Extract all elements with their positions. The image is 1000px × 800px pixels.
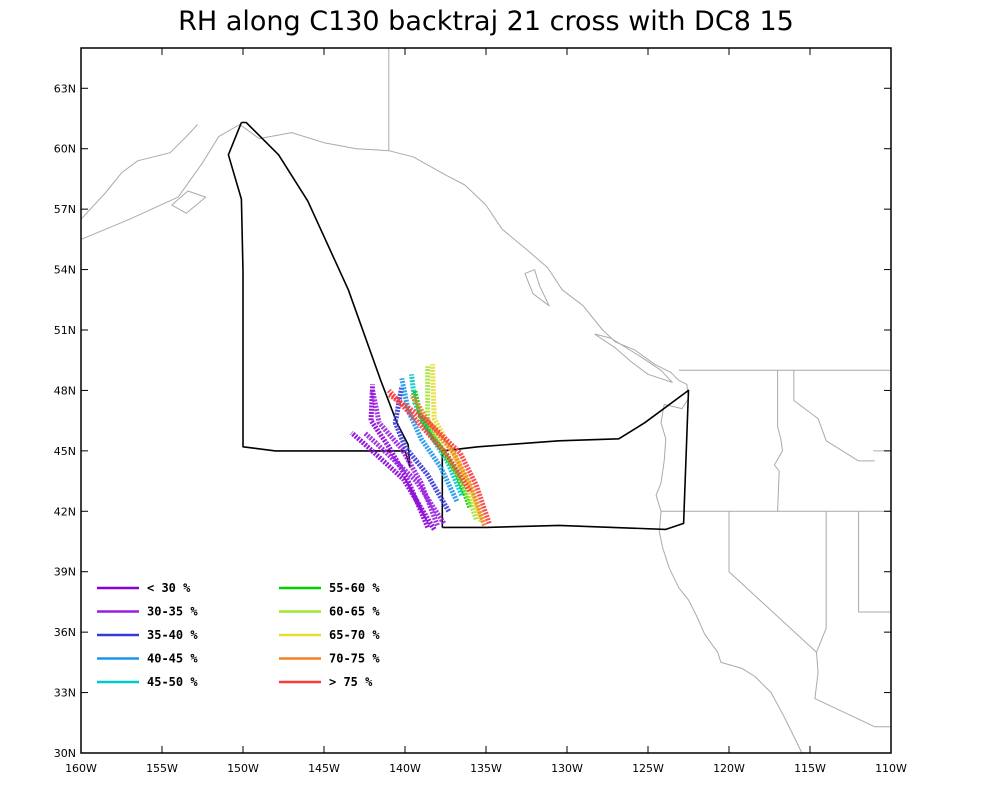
coastline [80,124,198,220]
y-tick-label: 63N [54,82,76,95]
flight-track [441,389,690,531]
trajectory-line [399,377,460,503]
coastline [816,511,827,653]
y-tick-label: 51N [54,324,76,337]
x-tick-label: 130W [551,762,583,775]
coastline [594,333,673,383]
legend-label: > 75 % [329,675,373,689]
x-tick-label: 155W [146,762,178,775]
legend-label: 60-65 % [329,605,380,619]
x-tick-label: 115W [794,762,826,775]
legend-label: 35-40 % [147,628,198,642]
flight-tracks [227,121,690,531]
x-tick-label: 150W [227,762,259,775]
y-tick-label: 30N [54,747,76,760]
trajectory-line [362,430,446,525]
trajectory-line [370,389,440,527]
trajectory-line [368,384,431,529]
x-tick-label: 145W [308,762,340,775]
y-tick-label: 45N [54,445,76,458]
y-tick-label: 54N [54,264,76,277]
y-tick-label: 48N [54,384,76,397]
trajectory-layer [349,364,492,531]
trajectory-line [409,393,487,527]
trajectory-line [349,430,437,531]
coastline [793,370,875,462]
flight-track [227,121,411,468]
legend-label: 30-35 % [147,605,198,619]
x-tick-label: 120W [713,762,745,775]
coastline [728,511,891,728]
x-tick-label: 140W [389,762,421,775]
legend: < 30 % 30-35 % 35-40 % 40-45 % 45-50 % 55-60 … [97,581,380,689]
coastline [80,124,803,754]
coastline [524,269,550,307]
legend-label: 65-70 % [329,628,380,642]
land-outlines [80,48,891,754]
legend-label: 45-50 % [147,675,198,689]
trajectory-line [425,366,479,521]
y-tick-label: 60N [54,143,76,156]
x-tick-label: 125W [632,762,664,775]
trajectory-line [392,385,451,513]
y-tick-label: 39N [54,566,76,579]
trajectory-line [430,364,484,523]
x-tick-label: 110W [875,762,907,775]
y-tick-label: 42N [54,505,76,518]
legend-label: 40-45 % [147,652,198,666]
y-tick-label: 36N [54,626,76,639]
coastline [858,511,891,613]
legend-label: 70-75 % [329,652,380,666]
trajectory-line [386,388,472,493]
figure-title: RH along C130 backtraj 21 cross with DC8… [178,6,794,37]
plot-frame [80,47,892,754]
coastline [661,370,783,512]
y-tick-label: 57N [54,203,76,216]
coastline [171,190,207,214]
legend-label: 55-60 % [329,581,380,595]
trajectory-line [387,392,492,525]
map-axes: 160W 155W 150W 145W 140W 135W 130W 125W 120W 115W… [54,47,907,775]
x-tick-label: 160W [65,762,97,775]
legend-label: < 30 % [147,581,191,595]
y-tick-label: 33N [54,687,76,700]
x-tick-label: 135W [470,762,502,775]
